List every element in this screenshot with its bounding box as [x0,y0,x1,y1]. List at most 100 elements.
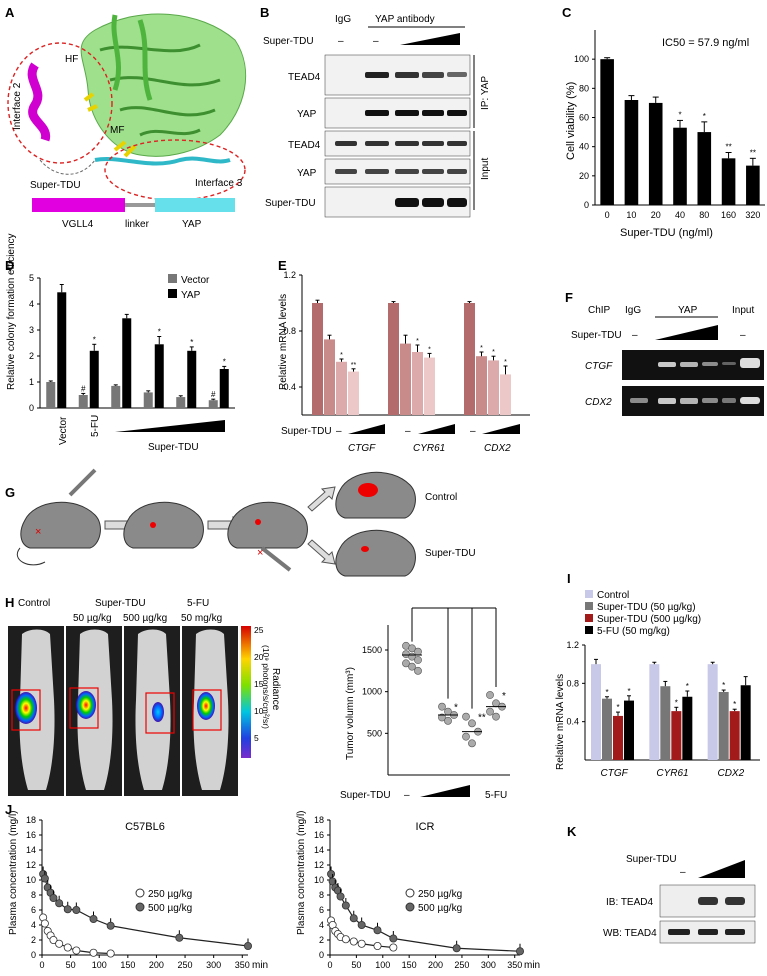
band [422,198,444,207]
injection-x: × [257,547,263,559]
b-yap-in: YAP [297,168,317,179]
d-bar [143,392,153,408]
h-point [462,712,470,721]
j-ytick-label: 0 [319,950,324,960]
cb-tick: 5 [254,733,259,743]
c-sig: ** [725,143,731,152]
f-wedge [655,325,718,340]
d-legend-yap: YAP [181,290,201,301]
i-gene-label: CYR61 [656,768,688,779]
tumor-large [358,483,378,497]
e-bar [412,352,423,415]
b-yap-ip: YAP [297,109,317,120]
j-xtick-label: 50 [351,960,361,970]
injection-x: × [35,526,41,538]
hf-label: HF [65,54,78,65]
j-xtick-label: 0 [327,960,332,970]
i-legend-swatch [585,590,593,598]
j-ytick-label: 6 [31,905,36,915]
j-xtick-label: 100 [375,960,390,970]
d-bar [176,397,186,408]
j-ytick-label: 10 [314,875,324,885]
band [725,929,745,935]
f-gel-bands [630,358,760,404]
h-ytick-label: 1000 [362,687,382,697]
e-wedge3 [482,424,520,434]
gel-band [680,362,698,367]
yap-loop [94,156,231,166]
h-sig: ** [478,713,486,724]
i-sig: * [722,681,725,690]
h-point [462,732,470,741]
roi-box [69,687,99,729]
interface2-circle [7,42,113,164]
j-point [389,943,398,952]
h-point [444,716,452,725]
mouse-1: × [17,468,101,566]
band [365,141,389,146]
lum-signal [76,691,96,719]
arrow-down [307,539,336,565]
e-gene-ctgf: CTGF [348,443,376,454]
d-ytick-label: 3 [29,325,34,335]
d-legend-vector: Vector [181,275,210,286]
d-bar [46,382,56,408]
j-point [349,937,358,946]
panel-e-mrna-chart: 0.40.81.2***** *** [283,270,530,416]
f-supertdu: Super-TDU [571,330,622,341]
band [422,110,444,116]
d-sig: * [223,357,226,366]
mouse-body [227,501,308,549]
i-bar [718,691,729,760]
j-point [341,901,350,910]
j-legend-marker [405,888,415,898]
j-ytick-label: 2 [319,935,324,945]
interface2-label: Interface 2 [12,82,23,130]
j-xlabel: min [252,960,268,971]
i-ytick-label: 0.4 [566,717,579,727]
i-sig: * [616,703,619,712]
e-supertdu: Super-TDU [281,426,332,437]
e-sig: * [428,346,431,353]
gel-band [658,362,676,367]
band [668,929,690,935]
arrow-up [307,486,336,512]
c-sig: * [703,112,706,121]
j-ylabel: Plasma concentration (mg/l) [296,811,307,936]
band [447,72,467,77]
e-ylabel: Relative mRNA levels [278,294,289,390]
vgll4-helix [27,62,51,142]
j-point [40,874,49,883]
j-point [55,939,64,948]
c-annotation: IC50 = 57.9 ng/ml [662,37,749,49]
mouse-body [335,529,416,577]
super-tdu-label: Super-TDU [30,180,81,191]
h-5fu: 5-FU [187,598,209,609]
band [395,169,419,174]
panel-j-icr-chart: 0 2 4 6 8 10 12 14 16 18 0 50 100 150 200 250 300 350 min P… [296,811,540,972]
d-xl-supertdu: Super-TDU [148,442,199,453]
f-yap: YAP [678,305,698,316]
e-bar [388,303,399,415]
tead-protein-shape [80,13,247,157]
h-point [402,659,410,668]
interface3-label: Interface 3 [195,178,243,189]
i-bar [671,711,682,760]
e-dash2: – [405,426,411,437]
c-xtick-label: 20 [651,210,661,220]
syringe [68,468,97,497]
h-point [408,662,416,671]
f-minus1: – [632,330,638,341]
mouse-supertdu [335,529,416,577]
i-ytick-label: 1.2 [566,640,579,650]
j-ylabel: Plasma concentration (mg/l) [8,811,19,936]
bar-vgll4-label: VGLL4 [62,219,94,230]
i-bar [624,700,634,760]
protein-helices [111,14,153,101]
panel-c-cell-viability-chart: 0 20 40 60 80 100 0 10 20 * 40 * 80 ** 160 ** 320 IC50 = … [565,30,765,239]
c-sig: ** [750,148,756,157]
j-xlabel: min [524,960,540,971]
h-point [468,739,476,748]
